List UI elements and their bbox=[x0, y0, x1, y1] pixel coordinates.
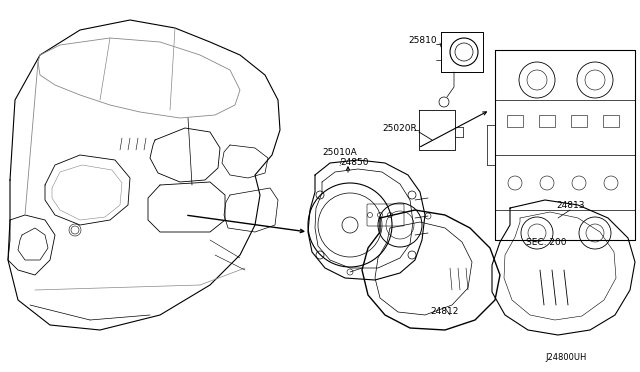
Bar bbox=[539, 115, 555, 127]
Text: J24800UH: J24800UH bbox=[545, 353, 586, 362]
Text: 25810: 25810 bbox=[408, 35, 436, 45]
Text: 24813: 24813 bbox=[556, 201, 584, 209]
Bar bbox=[603, 115, 619, 127]
Text: 24812: 24812 bbox=[430, 308, 458, 317]
Text: 24850: 24850 bbox=[340, 157, 369, 167]
Bar bbox=[571, 115, 587, 127]
Text: 25010A: 25010A bbox=[322, 148, 356, 157]
Bar bbox=[507, 115, 523, 127]
Text: 25020R: 25020R bbox=[382, 124, 417, 132]
Text: SEC. 200: SEC. 200 bbox=[526, 237, 566, 247]
